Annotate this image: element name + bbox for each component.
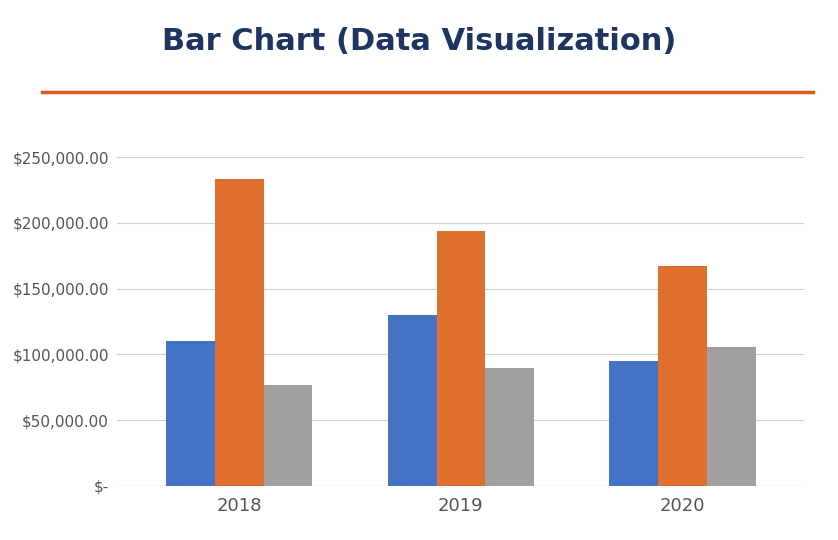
Bar bbox=[658, 266, 707, 486]
Bar bbox=[437, 231, 485, 486]
Bar bbox=[707, 347, 756, 486]
Bar bbox=[388, 315, 437, 486]
Bar bbox=[609, 361, 658, 486]
Bar bbox=[166, 341, 215, 486]
Bar bbox=[264, 384, 313, 486]
Bar bbox=[215, 179, 264, 486]
Text: Bar Chart (Data Visualization): Bar Chart (Data Visualization) bbox=[162, 27, 676, 56]
Bar bbox=[485, 368, 534, 486]
